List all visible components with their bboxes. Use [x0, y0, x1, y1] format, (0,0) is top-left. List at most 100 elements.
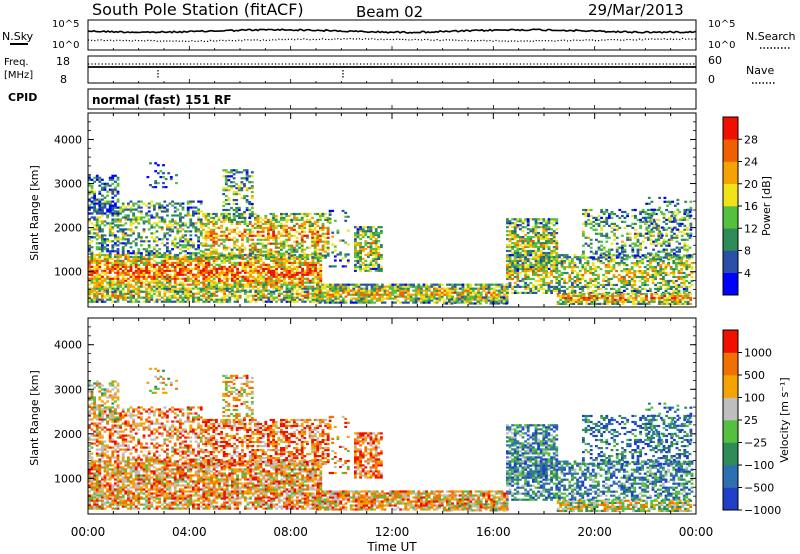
power-cell: [160, 204, 164, 207]
power-cell: [245, 169, 249, 172]
power-cell: [103, 279, 107, 282]
power-cell: [355, 291, 358, 294]
power-cell: [124, 218, 128, 221]
power-cell: [636, 270, 639, 273]
power-cell: [103, 273, 107, 276]
power-cell: [578, 279, 582, 283]
power-cell: [189, 287, 193, 290]
power-cell: [224, 177, 228, 180]
power-cell: [505, 285, 509, 288]
power-cell: [88, 198, 91, 201]
power-cell: [391, 285, 395, 288]
power-cell: [372, 265, 375, 268]
power-cell: [409, 295, 413, 298]
power-cell: [524, 238, 527, 241]
power-cell: [261, 254, 265, 257]
power-cell: [578, 281, 582, 285]
power-cell: [98, 298, 102, 301]
power-cell: [155, 287, 159, 290]
power-cell: [519, 279, 522, 283]
power-cell: [369, 245, 373, 249]
power-cell: [321, 212, 325, 216]
power-cell: [98, 176, 102, 179]
power-cell: [202, 267, 206, 270]
power-cell: [290, 234, 294, 237]
power-cell: [625, 271, 629, 275]
power-cell: [492, 297, 496, 300]
power-cell: [238, 296, 242, 299]
power-cell: [311, 273, 315, 276]
power-cell: [425, 291, 428, 294]
power-cell: [233, 252, 236, 255]
power-cell: [339, 287, 343, 290]
power-cell: [534, 257, 538, 260]
power-cell: [361, 263, 365, 266]
power-cell: [240, 189, 244, 192]
power-cell: [116, 198, 120, 201]
power-cell: [391, 287, 395, 290]
power-cell: [207, 257, 211, 260]
power-cell: [241, 220, 244, 223]
power-cell: [306, 265, 310, 268]
power-cell: [224, 214, 228, 218]
power-cell: [293, 259, 297, 262]
power-cell: [508, 281, 512, 285]
power-cell: [127, 240, 130, 243]
power-cell: [542, 258, 546, 261]
power-cell: [106, 257, 109, 260]
power-cell: [490, 287, 493, 290]
power-cell: [225, 238, 229, 241]
power-cell: [558, 289, 561, 292]
power-cell: [262, 271, 265, 274]
power-cell: [124, 265, 128, 268]
power-cell: [500, 289, 504, 292]
power-cell: [155, 263, 159, 266]
power-cell: [205, 257, 208, 260]
power-cell: [490, 283, 493, 286]
power-cell: [267, 222, 270, 225]
power-cell: [111, 232, 115, 235]
nave-tick-low: 0: [708, 73, 715, 86]
power-cell: [108, 253, 112, 257]
power-cell: [199, 257, 203, 260]
power-cell: [204, 256, 208, 259]
power-cell: [163, 275, 167, 278]
power-cell: [224, 199, 228, 202]
power-cell: [186, 261, 190, 264]
power-cell: [576, 273, 579, 277]
power-cell: [98, 200, 102, 203]
power-cell: [246, 263, 250, 266]
power-cell: [381, 301, 384, 304]
power-cell: [532, 251, 535, 255]
power-cell: [529, 268, 533, 271]
power-cell: [98, 212, 102, 215]
power-cell: [176, 271, 180, 274]
power-cell: [331, 243, 335, 246]
power-cell: [101, 186, 104, 189]
power-cell: [168, 263, 172, 266]
power-cell: [280, 212, 283, 216]
power-cell: [147, 287, 151, 290]
power-cell: [272, 271, 276, 274]
power-cell: [179, 244, 182, 247]
power-cell: [95, 212, 99, 215]
power-cell: [280, 218, 283, 221]
power-cell: [545, 230, 548, 233]
power-cell: [179, 287, 182, 290]
power-cell: [409, 283, 413, 286]
power-cell: [511, 245, 514, 249]
power-cell: [547, 287, 551, 290]
power-cell: [175, 174, 178, 177]
power-cell: [127, 218, 130, 221]
power-cell: [326, 301, 330, 304]
power-cell: [285, 238, 288, 241]
power-cell: [324, 232, 327, 235]
power-cell: [329, 295, 332, 298]
power-cell: [244, 279, 247, 282]
power-cell: [147, 290, 151, 293]
power-cell: [537, 275, 540, 279]
power-cell: [451, 285, 454, 288]
power-cell: [119, 263, 122, 266]
power-cell: [529, 261, 533, 264]
power-cell: [140, 200, 143, 203]
